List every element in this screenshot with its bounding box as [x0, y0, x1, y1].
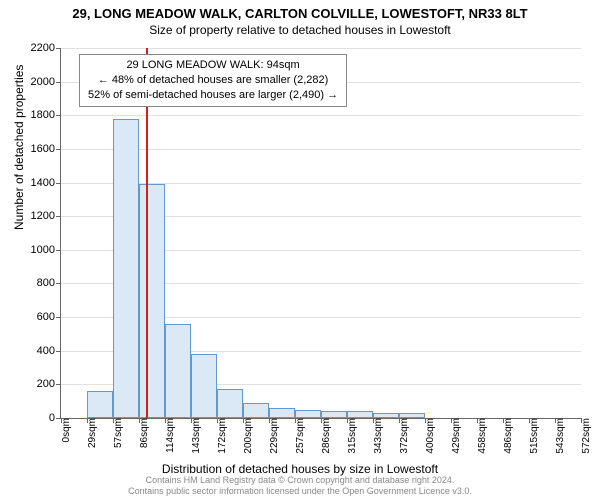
x-tick-label: 143sqm	[187, 418, 202, 454]
histogram-bar	[399, 413, 425, 418]
annotation-line: 52% of semi-detached houses are larger (…	[88, 88, 338, 103]
histogram-bar	[347, 411, 373, 418]
x-tick-label: 172sqm	[213, 418, 228, 454]
histogram-bar	[191, 354, 217, 418]
histogram-bar	[295, 410, 321, 418]
x-tick-label: 372sqm	[395, 418, 410, 454]
x-tick-label: 114sqm	[161, 418, 176, 453]
y-tick-label: 800	[37, 277, 61, 289]
footer-line: Contains HM Land Registry data © Crown c…	[0, 475, 600, 486]
x-axis-label: Distribution of detached houses by size …	[0, 462, 600, 476]
x-tick-label: 400sqm	[421, 418, 436, 454]
x-tick-label: 315sqm	[343, 418, 358, 454]
histogram-bar	[139, 184, 165, 418]
histogram-chart: 29 LONG MEADOW WALK: 94sqm ← 48% of deta…	[60, 48, 581, 419]
footer-attribution: Contains HM Land Registry data © Crown c…	[0, 475, 600, 497]
histogram-bar	[269, 408, 295, 418]
histogram-bar	[87, 391, 113, 418]
x-tick-label: 343sqm	[369, 418, 384, 454]
y-tick-label: 1400	[31, 177, 61, 189]
x-tick-label: 0sqm	[57, 418, 72, 442]
footer-line: Contains public sector information licen…	[0, 486, 600, 497]
y-tick-label: 1000	[31, 244, 61, 256]
histogram-bar	[373, 413, 399, 418]
y-tick-label: 1800	[31, 109, 61, 121]
x-tick-label: 429sqm	[447, 418, 462, 454]
grid-line	[61, 48, 581, 49]
x-tick-label: 458sqm	[473, 418, 488, 454]
x-tick-label: 486sqm	[499, 418, 514, 454]
y-tick-label: 200	[37, 378, 61, 390]
y-tick-label: 400	[37, 345, 61, 357]
histogram-bar	[113, 119, 139, 418]
histogram-bar	[165, 324, 191, 418]
page-subtitle: Size of property relative to detached ho…	[0, 21, 600, 37]
histogram-bar	[321, 411, 347, 418]
x-tick-label: 229sqm	[265, 418, 280, 454]
annotation-line: 29 LONG MEADOW WALK: 94sqm	[88, 58, 338, 73]
x-tick-label: 572sqm	[577, 418, 592, 454]
y-axis-label: Number of detached properties	[12, 65, 26, 230]
y-tick-label: 2000	[31, 76, 61, 88]
y-tick-label: 1600	[31, 143, 61, 155]
grid-line	[61, 149, 581, 150]
x-tick-label: 57sqm	[109, 418, 124, 448]
y-tick-label: 600	[37, 311, 61, 323]
y-tick-label: 1200	[31, 210, 61, 222]
y-tick-label: 2200	[31, 42, 61, 54]
x-tick-label: 543sqm	[551, 418, 566, 454]
annotation-line: ← 48% of detached houses are smaller (2,…	[88, 73, 338, 88]
histogram-bar	[243, 403, 269, 418]
x-tick-label: 515sqm	[525, 418, 540, 454]
page-title: 29, LONG MEADOW WALK, CARLTON COLVILLE, …	[0, 0, 600, 21]
x-tick-label: 257sqm	[291, 418, 306, 454]
x-tick-label: 29sqm	[83, 418, 98, 448]
x-tick-label: 200sqm	[239, 418, 254, 454]
annotation-box: 29 LONG MEADOW WALK: 94sqm ← 48% of deta…	[79, 54, 347, 107]
grid-line	[61, 115, 581, 116]
histogram-bar	[217, 389, 243, 418]
x-tick-label: 286sqm	[317, 418, 332, 454]
x-tick-label: 86sqm	[135, 418, 150, 448]
